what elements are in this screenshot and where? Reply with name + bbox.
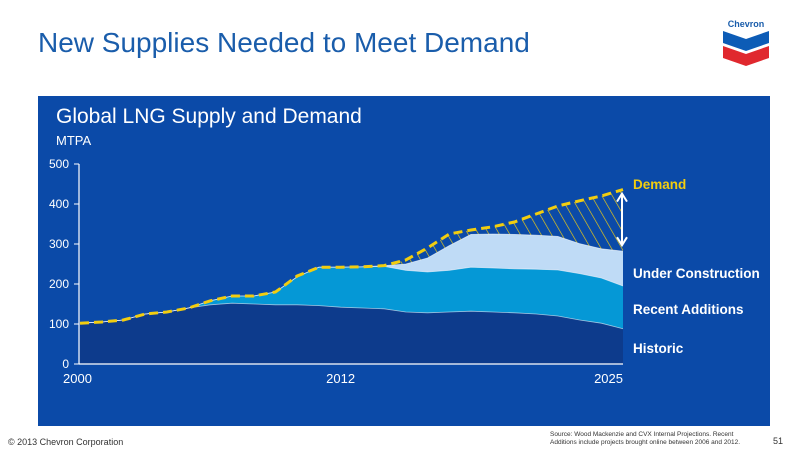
logo-text: Chevron — [728, 19, 765, 29]
demand-line — [79, 188, 624, 325]
historic-area — [80, 303, 623, 364]
x-tick-label: 2012 — [326, 371, 355, 386]
legend-recent-additions: Recent Additions — [633, 302, 744, 317]
source-note: Source: Wood Mackenzie and CVX Internal … — [550, 431, 741, 446]
copyright-footer: © 2013 Chevron Corporation — [8, 437, 124, 447]
chart-title: Global LNG Supply and Demand — [56, 105, 362, 128]
under-construction-area — [80, 234, 623, 324]
y-axis-unit-label: MTPA — [56, 133, 92, 148]
recent-additions-area — [80, 266, 623, 329]
y-tick-label: 400 — [49, 197, 69, 211]
page-number: 51 — [773, 436, 784, 446]
legend-demand: Demand — [633, 177, 686, 192]
x-tick-label: 2000 — [63, 371, 92, 386]
legend-historic: Historic — [633, 341, 684, 356]
y-tick-label: 500 — [49, 157, 69, 171]
y-tick-label: 0 — [62, 357, 69, 371]
slide-title: New Supplies Needed to Meet Demand — [38, 27, 530, 58]
y-tick-label: 200 — [49, 277, 69, 291]
chevron-logo: Chevron — [723, 19, 769, 66]
y-tick-label: 300 — [49, 237, 69, 251]
y-tick-label: 100 — [49, 317, 69, 331]
legend-under-construction: Under Construction — [633, 266, 760, 281]
gap-arrow-head-up — [616, 191, 628, 203]
gap-arrow-head-down — [616, 236, 628, 248]
x-tick-label: 2025 — [594, 371, 623, 386]
